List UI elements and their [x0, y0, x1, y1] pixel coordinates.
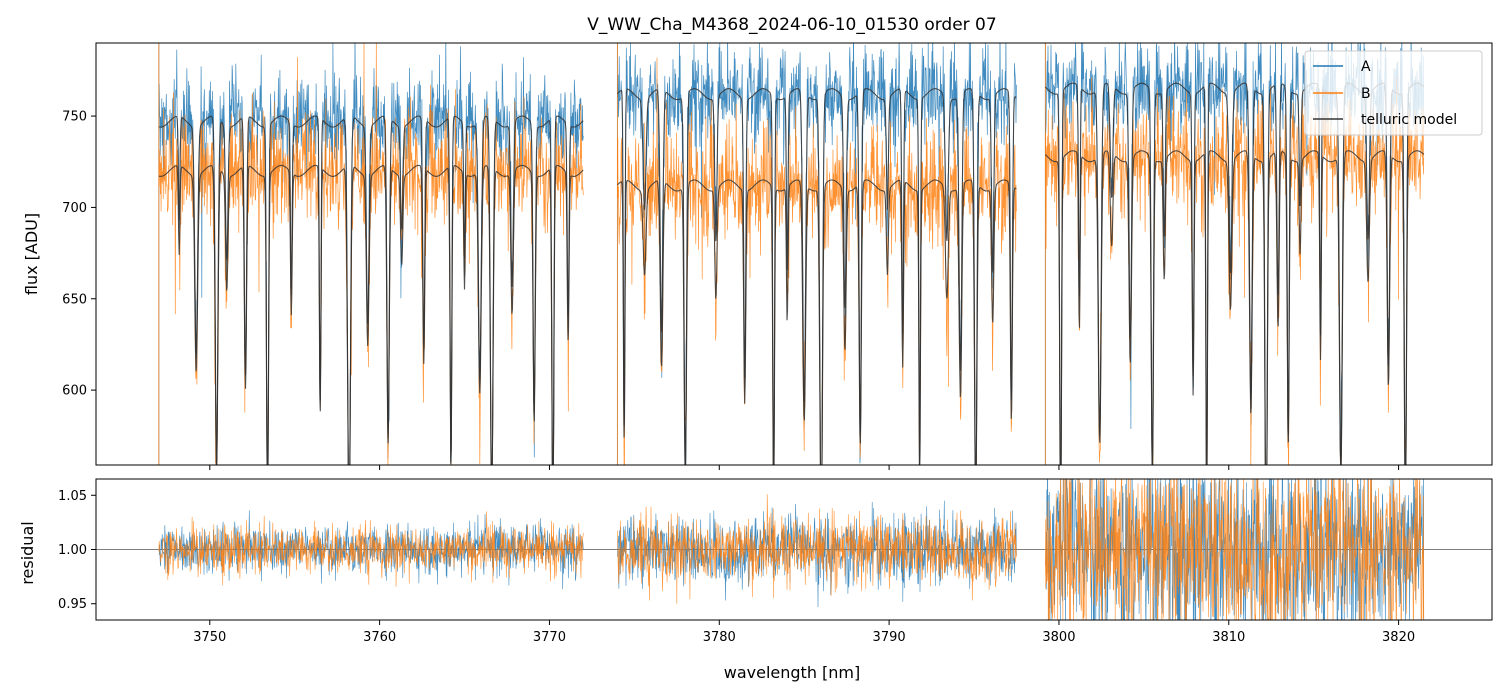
residual-y-axis-label: residual	[18, 521, 37, 584]
legend-label-telluric: telluric model	[1361, 112, 1457, 128]
residual-y-tick-label: 1.05	[58, 489, 87, 504]
x-tick-label: 3820	[1382, 630, 1415, 645]
flux-y-axis: 600 650 700 750	[62, 110, 96, 399]
flux-x-ticks	[209, 465, 1400, 470]
x-tick-label: 3810	[1212, 630, 1245, 645]
flux-plot-area	[158, 43, 1425, 465]
flux-y-axis-label: flux [ADU]	[22, 213, 41, 295]
flux-y-tick-label: 700	[62, 201, 87, 216]
x-tick-label: 3750	[193, 630, 226, 645]
flux-y-tick-label: 750	[62, 110, 87, 125]
legend: A B telluric model	[1304, 50, 1483, 136]
x-tick-label: 3780	[703, 630, 736, 645]
residual-y-tick-label: 1.00	[58, 543, 87, 558]
x-tick-label: 3760	[363, 630, 396, 645]
chart-title: V_WW_Cha_M4368_2024-06-10_01530 order 07	[587, 15, 996, 35]
residual-y-axis: 0.95 1.00 1.05	[58, 489, 96, 612]
x-tick-label: 3800	[1042, 630, 1075, 645]
flux-panel-frame	[95, 42, 1493, 466]
flux-y-tick-label: 600	[62, 384, 87, 399]
residual-x-axis: 3750 3760 3770 3780 3790 3800 3810 3820	[193, 620, 1415, 645]
flux-series-b-segment-3	[1044, 77, 1425, 465]
telluric-model-b-segment-1	[158, 164, 584, 465]
flux-y-tick-label: 650	[62, 292, 87, 307]
residual-series-b-segment-1	[158, 511, 584, 587]
x-tick-label: 3770	[533, 630, 566, 645]
x-axis-label: wavelength [nm]	[724, 663, 861, 682]
telluric-model-b-segment-2	[617, 179, 1017, 465]
legend-box	[1304, 50, 1483, 136]
residual-y-tick-label: 0.95	[58, 597, 87, 612]
legend-label-b: B	[1361, 86, 1371, 102]
residual-series-b-segment-2	[617, 494, 1017, 604]
x-tick-label: 3790	[873, 630, 906, 645]
telluric-model-b-segment-3	[1044, 150, 1425, 465]
residual-plot-area	[96, 479, 1492, 620]
legend-label-a: A	[1361, 59, 1371, 75]
flux-panel: 600 650 700 750 flux [ADU] A B telluric mod…	[22, 42, 1493, 470]
residual-panel: 0.95 1.00 1.05 3750 3760 3770 3780 3790 3800 381…	[18, 478, 1493, 682]
residual-series-b-segment-3	[1045, 479, 1425, 620]
